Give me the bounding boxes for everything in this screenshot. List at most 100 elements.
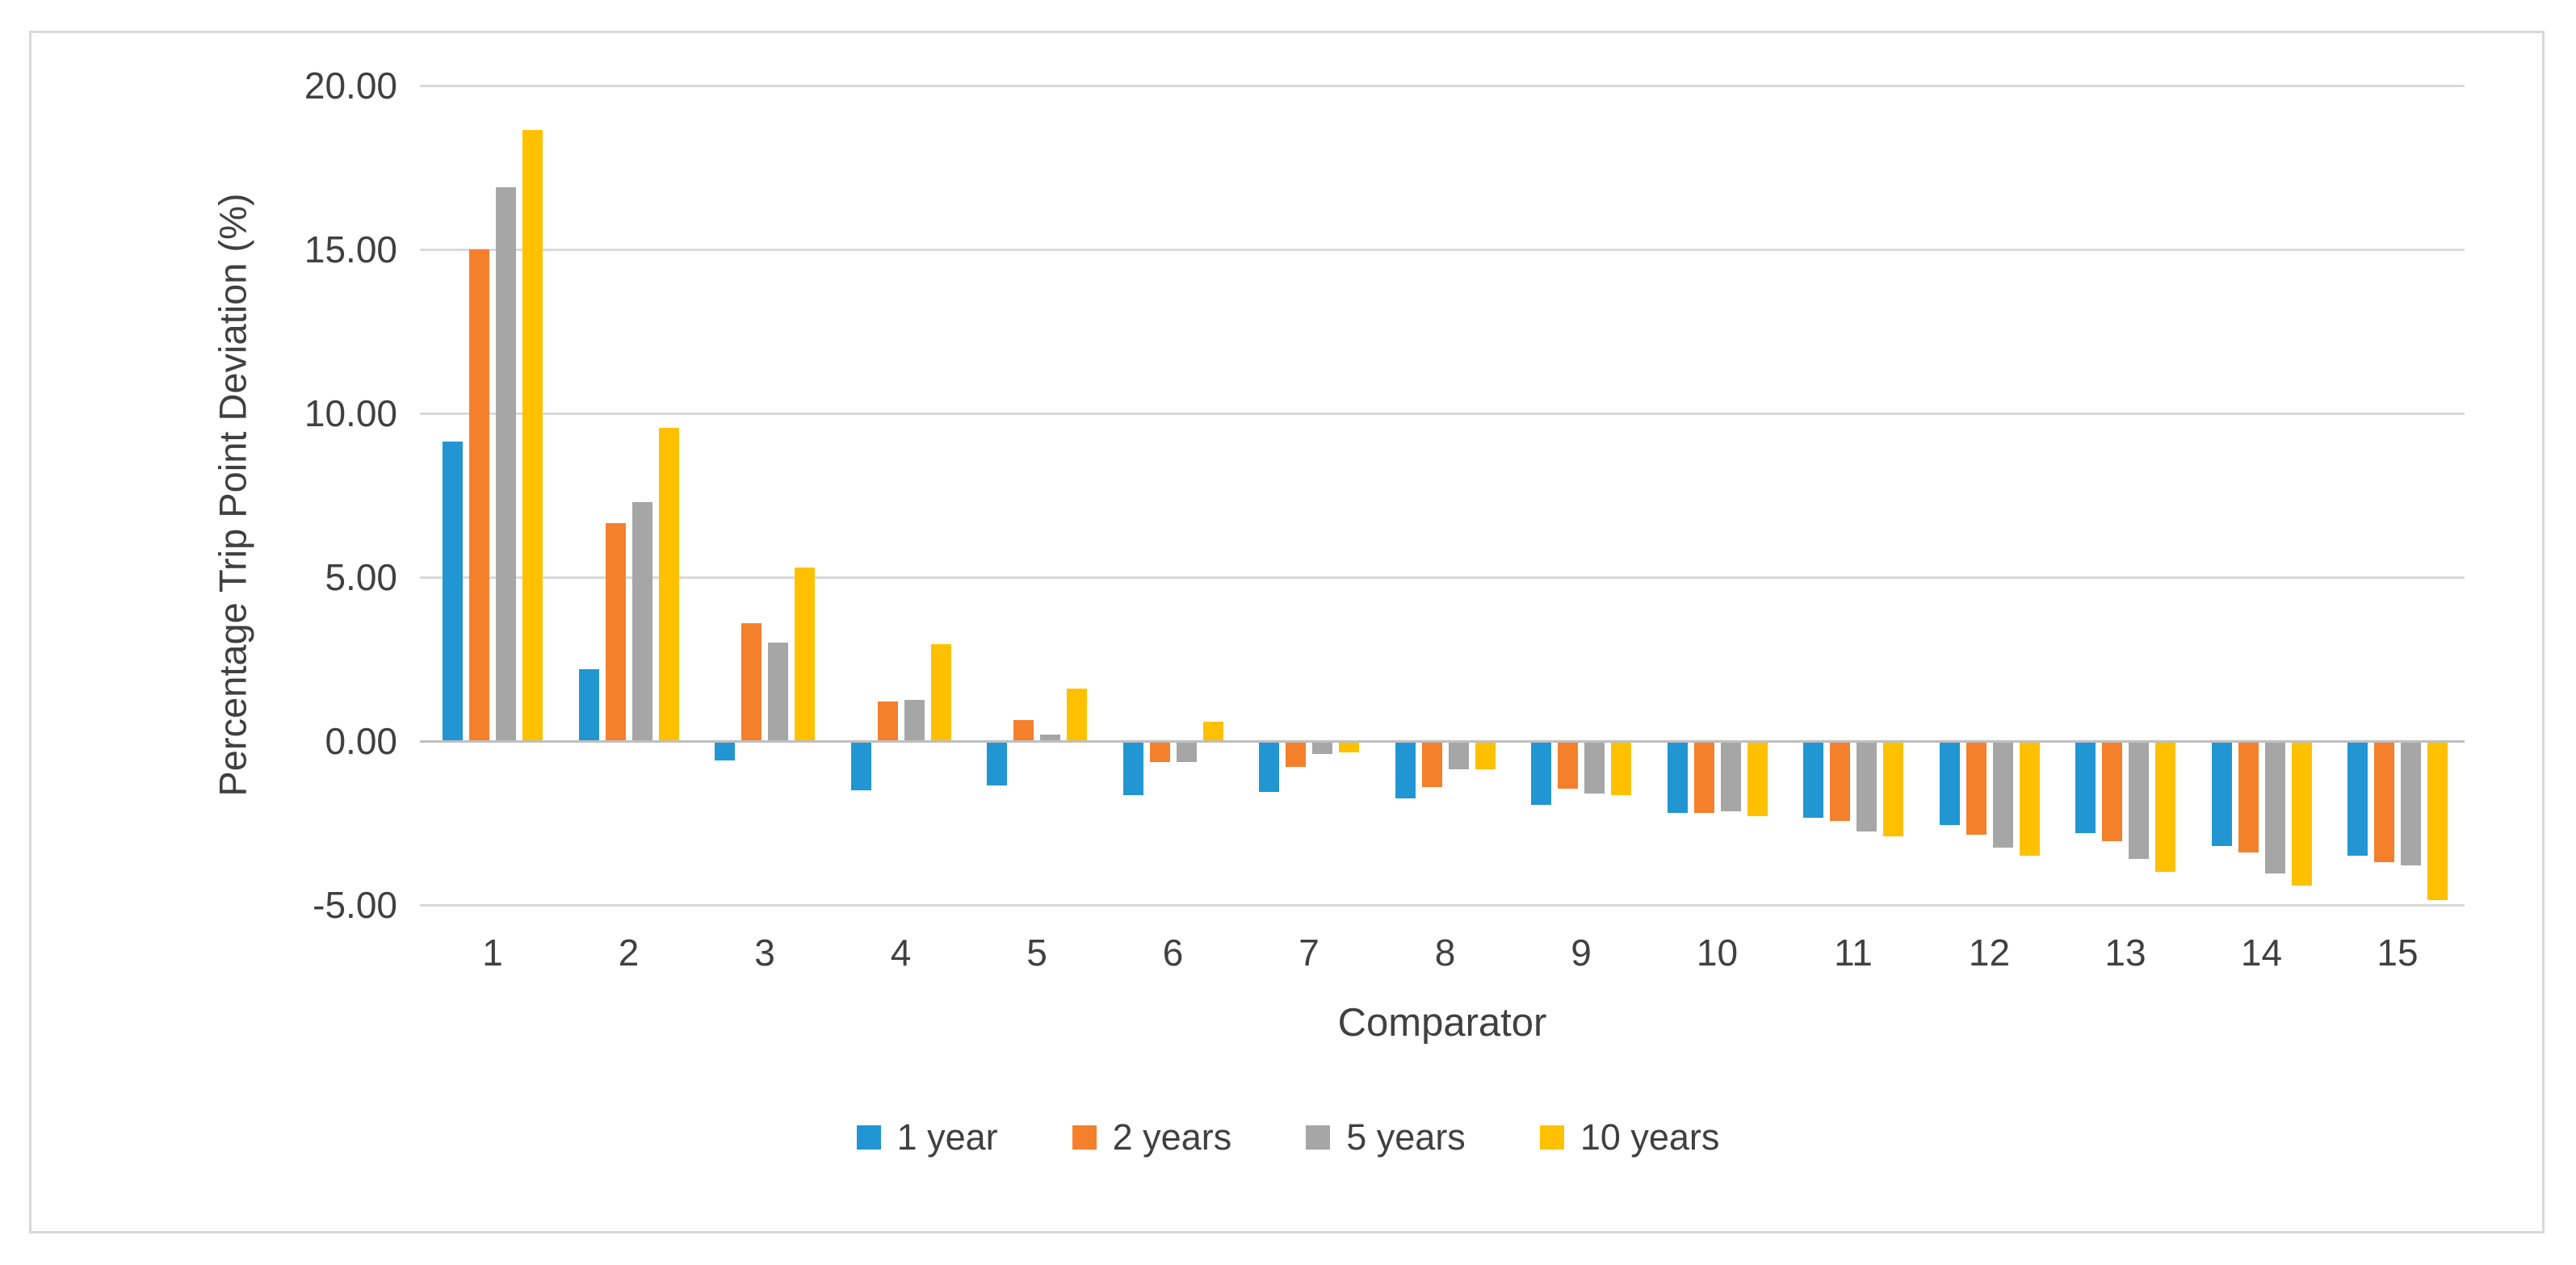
bar-1-year-comparator-12	[1939, 741, 1960, 825]
chart-border	[29, 31, 2545, 1234]
bar-2-years-comparator-1	[469, 249, 489, 741]
legend-label: 5 years	[1346, 1116, 1466, 1158]
bar-1-year-comparator-14	[2211, 741, 2232, 846]
x-tick-label: 11	[1834, 932, 1873, 974]
x-tick-label: 3	[754, 932, 775, 974]
x-tick-label: 8	[1434, 932, 1456, 974]
legend-label: 1 year	[896, 1116, 998, 1158]
bar-2-years-comparator-2	[605, 523, 626, 741]
y-axis-title: Percentage Trip Point Deviation (%)	[211, 193, 254, 797]
bar-1-year-comparator-8	[1395, 741, 1416, 799]
bar-10-years-comparator-6	[1202, 721, 1223, 741]
x-tick-label: 2	[618, 932, 640, 974]
bar-10-years-comparator-8	[1475, 741, 1496, 769]
bar-1-year-comparator-11	[1803, 741, 1823, 819]
x-axis-title: Comparator	[1337, 1001, 1547, 1045]
bar-1-year-comparator-15	[2347, 741, 2368, 857]
legend-label: 2 years	[1112, 1116, 1232, 1158]
legend-item-1-year: 1 year	[856, 1116, 998, 1158]
y-tick-label: 0.00	[325, 720, 397, 762]
y-tick-label: 10.00	[304, 392, 397, 434]
bar-5-years-comparator-11	[1856, 741, 1877, 831]
bar-5-years-comparator-7	[1312, 741, 1332, 755]
bar-5-years-comparator-8	[1448, 741, 1469, 769]
legend-label: 10 years	[1580, 1116, 1720, 1158]
legend-item-10-years: 10 years	[1539, 1116, 1720, 1158]
bar-2-years-comparator-6	[1149, 741, 1170, 763]
bar-2-years-comparator-8	[1421, 741, 1442, 787]
bar-5-years-comparator-3	[768, 643, 788, 741]
legend-item-2-years: 2 years	[1072, 1116, 1232, 1158]
bar-2-years-comparator-13	[2102, 741, 2122, 841]
bar-2-years-comparator-5	[1013, 719, 1034, 741]
bar-10-years-comparator-7	[1339, 741, 1359, 753]
x-tick-label: 6	[1162, 932, 1184, 974]
x-tick-label: 1	[482, 932, 503, 974]
x-axis-line	[420, 739, 2465, 743]
x-tick-label: 12	[1968, 932, 2011, 974]
bar-5-years-comparator-2	[631, 501, 652, 741]
bar-1-year-comparator-10	[1667, 741, 1688, 814]
bar-5-years-comparator-15	[2401, 741, 2421, 866]
bar-5-years-comparator-12	[1992, 741, 2013, 848]
gridline	[420, 412, 2465, 415]
x-tick-label: 4	[890, 932, 912, 974]
x-tick-label: 14	[2240, 932, 2283, 974]
bar-10-years-comparator-2	[658, 428, 679, 741]
bar-1-year-comparator-1	[443, 441, 463, 741]
x-tick-label: 7	[1298, 932, 1319, 974]
y-tick-label: 20.00	[304, 65, 397, 107]
bar-2-years-comparator-9	[1558, 741, 1578, 789]
bar-10-years-comparator-10	[1747, 741, 1768, 817]
legend: 1 year 2 years 5 years 10 years	[0, 1116, 2576, 1158]
bar-1-year-comparator-5	[987, 741, 1007, 785]
x-tick-label: 13	[2104, 932, 2146, 974]
bar-2-years-comparator-3	[741, 622, 761, 741]
gridline	[420, 576, 2465, 579]
x-tick-label: 5	[1026, 932, 1047, 974]
bar-1-year-comparator-2	[578, 668, 599, 741]
y-tick-label: 15.00	[304, 228, 397, 270]
bar-10-years-comparator-1	[522, 129, 543, 741]
bar-10-years-comparator-3	[795, 567, 815, 741]
bar-10-years-comparator-13	[2155, 741, 2175, 873]
bar-1-year-comparator-7	[1259, 741, 1279, 792]
bar-5-years-comparator-4	[904, 700, 925, 741]
legend-item-5-years: 5 years	[1306, 1116, 1466, 1158]
gridline	[420, 903, 2465, 907]
bar-5-years-comparator-14	[2264, 741, 2285, 874]
bar-10-years-comparator-5	[1067, 689, 1087, 741]
gridline	[420, 248, 2465, 251]
bar-10-years-comparator-15	[2427, 741, 2448, 900]
bar-2-years-comparator-11	[1830, 741, 1850, 822]
bar-1-year-comparator-3	[715, 741, 735, 761]
x-tick-label: 10	[1696, 932, 1739, 974]
legend-swatch	[1072, 1125, 1097, 1150]
bar-2-years-comparator-12	[1966, 741, 1987, 835]
bar-10-years-comparator-4	[930, 644, 951, 741]
x-tick-label: 15	[2377, 932, 2419, 974]
bar-5-years-comparator-1	[496, 186, 516, 741]
bar-1-year-comparator-9	[1531, 741, 1551, 806]
bar-5-years-comparator-6	[1176, 741, 1197, 763]
bar-5-years-comparator-13	[2129, 741, 2149, 860]
bar-2-years-comparator-4	[877, 702, 898, 741]
gridline	[420, 84, 2465, 87]
x-tick-label: 9	[1571, 932, 1592, 974]
bar-10-years-comparator-12	[2019, 741, 2040, 857]
bar-5-years-comparator-10	[1720, 741, 1741, 812]
bar-2-years-comparator-14	[2238, 741, 2259, 853]
bar-5-years-comparator-5	[1040, 734, 1060, 741]
bar-2-years-comparator-7	[1286, 741, 1306, 768]
bar-2-years-comparator-15	[2374, 741, 2394, 863]
bar-1-year-comparator-13	[2075, 741, 2096, 833]
bar-1-year-comparator-4	[850, 741, 871, 790]
bar-10-years-comparator-9	[1611, 741, 1631, 795]
legend-swatch	[1539, 1125, 1564, 1150]
y-tick-label: -5.00	[313, 884, 397, 926]
legend-swatch	[1306, 1125, 1331, 1150]
legend-swatch	[856, 1125, 881, 1150]
bar-5-years-comparator-9	[1584, 741, 1605, 794]
bar-10-years-comparator-11	[1883, 741, 1903, 836]
